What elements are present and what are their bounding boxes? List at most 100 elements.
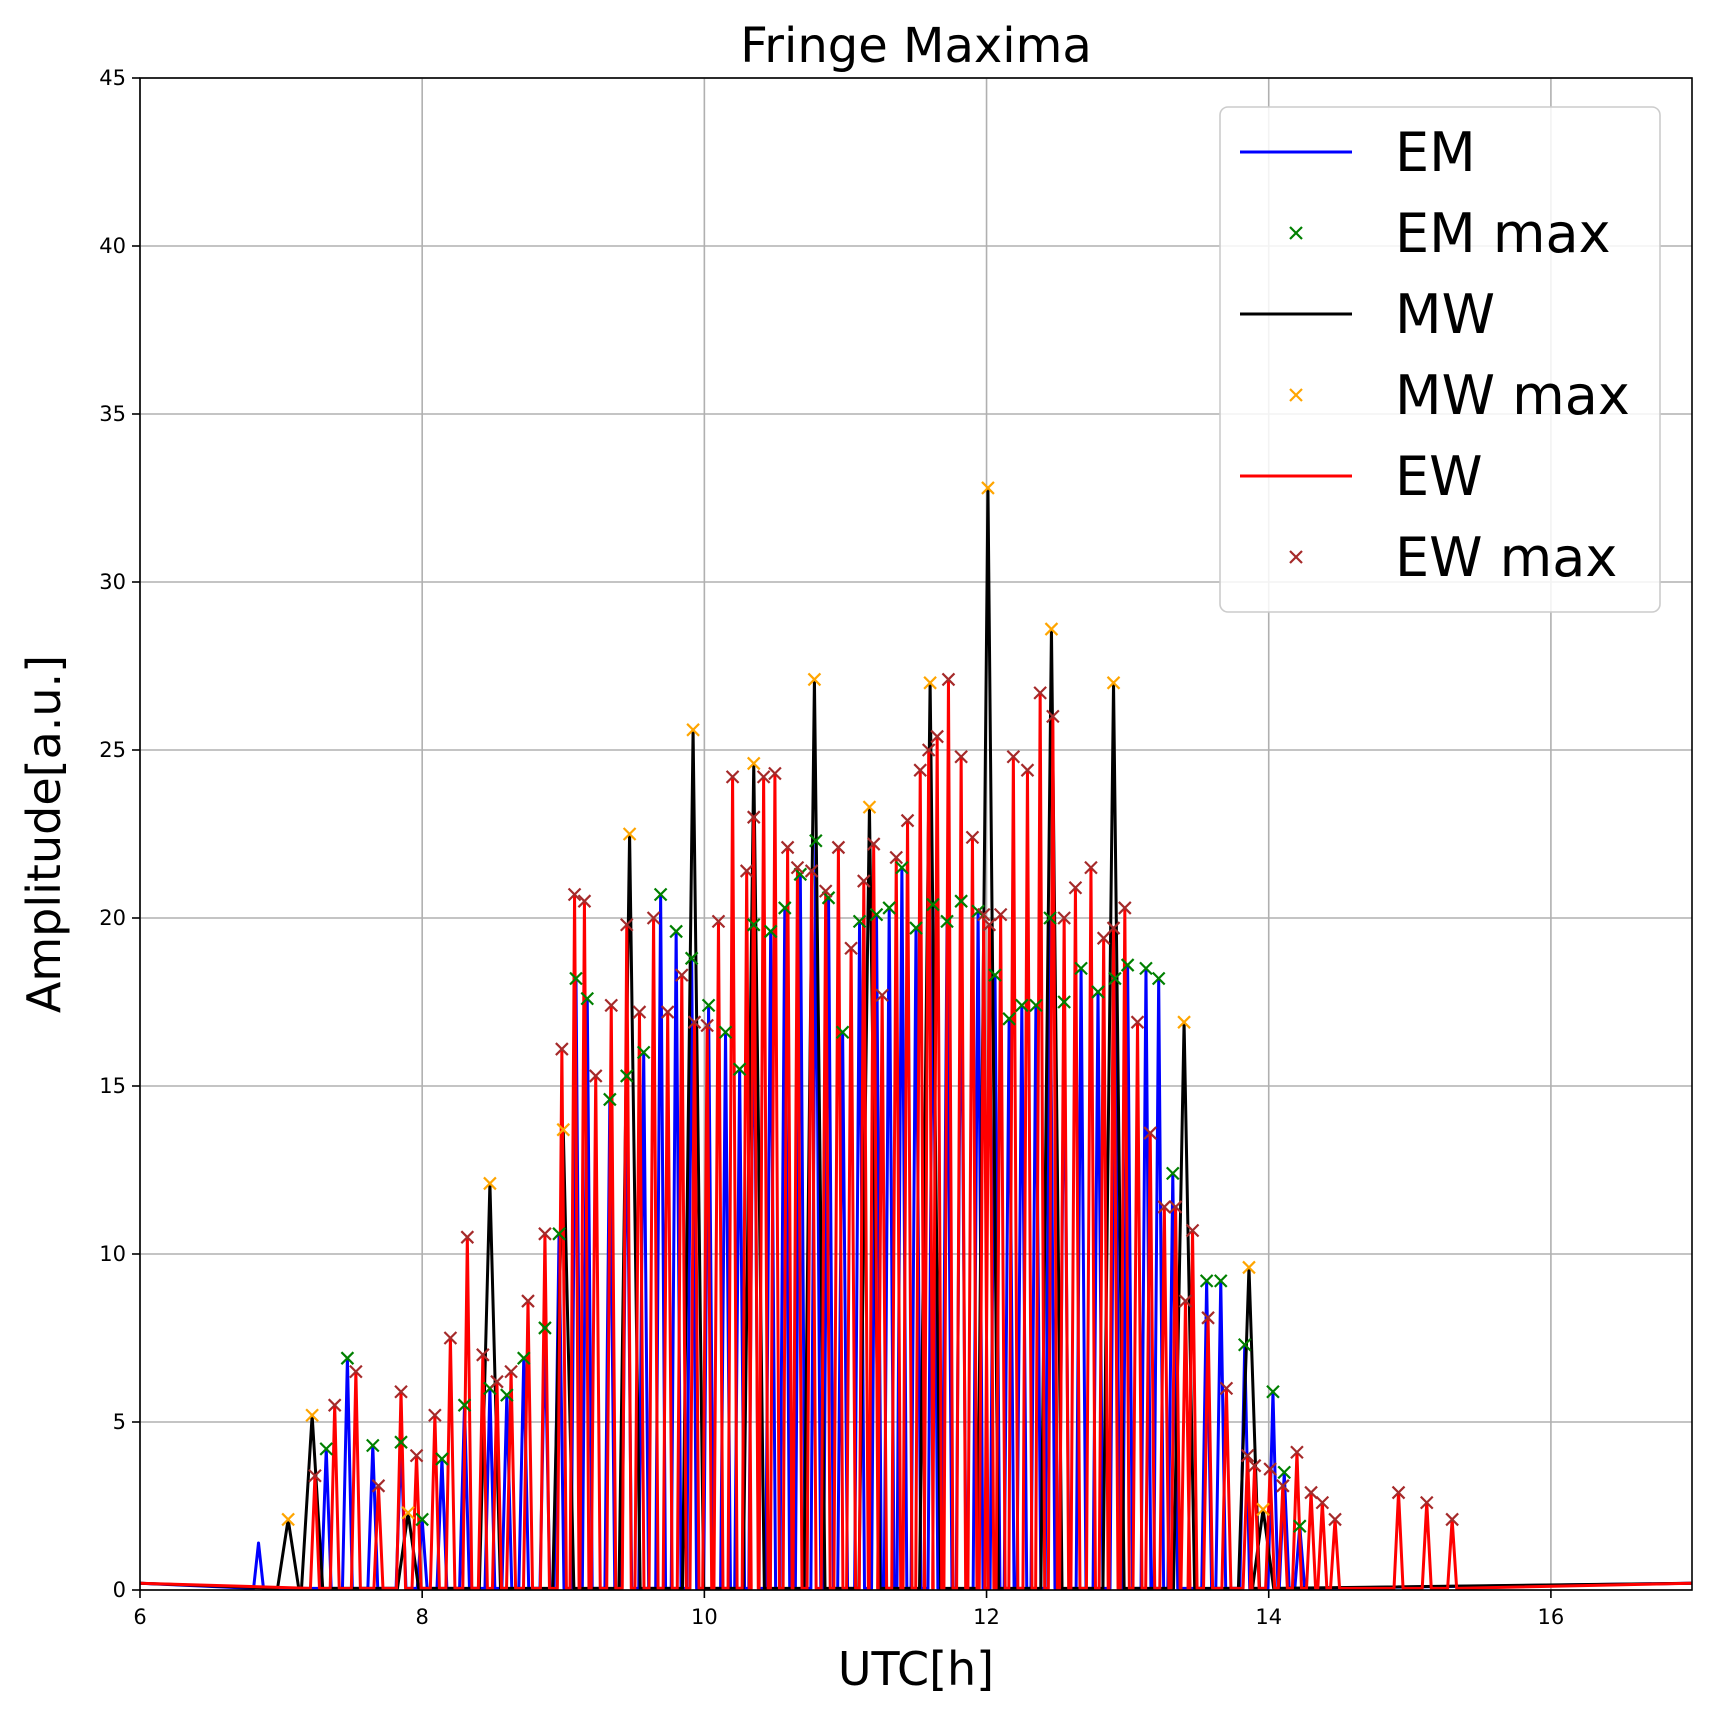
ew-max-marker [921,743,936,757]
em-max-marker [415,1512,429,1527]
y-tick-label: 0 [113,1578,126,1602]
em-max-marker [988,968,1002,982]
ew-max-marker [555,1042,569,1056]
x-axis-title: UTC[h] [838,1642,994,1696]
em-max-marker [1091,985,1105,999]
ew-max-marker [976,907,991,922]
ew-max-marker [1046,709,1060,724]
ew-max-marker [725,770,740,784]
mw-max-marker [622,827,637,841]
ew-max-marker [660,1005,675,1019]
mw-max-marker [401,1505,415,1520]
ew-max-marker [428,1408,442,1423]
legend-entry: MW max [1289,364,1630,427]
em-max-marker [763,924,778,939]
legend-label: EM [1395,121,1476,184]
ew-max-marker [521,1294,535,1308]
ew-max-marker [1068,880,1083,895]
legend-entry: EM [1240,121,1476,184]
mw-max-marker [981,481,995,495]
ew-max-marker [1106,921,1121,935]
em-max-marker [1277,1465,1292,1480]
ew-max-marker [954,749,968,764]
ew-max-marker [1201,1311,1215,1325]
ew-max-marker [394,1384,408,1399]
mw-max-marker [556,1122,571,1137]
ew-max-marker [1020,763,1035,777]
em-max-marker [619,1069,634,1083]
ew-max-marker [619,917,634,932]
ew-max-marker [889,850,904,865]
em-max-marker [1213,1274,1228,1288]
mw-max-marker [1256,1502,1270,1517]
y-tick-label: 10 [99,1242,126,1266]
mw-max-marker [1106,676,1121,690]
em-max-marker [926,897,940,912]
ew-max-marker [844,941,858,956]
axes-frame [139,77,1693,1591]
em-max-marker [457,1398,472,1412]
ew-max-marker [588,1069,603,1083]
mw-max-marker [807,672,822,687]
mw-max-marker [483,1176,497,1191]
ew-max-marker [1391,1485,1406,1500]
em-max-marker [895,860,909,875]
ew-max-marker [349,1364,363,1379]
y-tick-label: 25 [99,738,126,762]
ew-max-marker [687,1015,702,1029]
ew-max-marker [1033,686,1047,700]
em-max-marker [1015,998,1029,1013]
ew-max-marker [409,1448,424,1463]
em-max-marker [701,998,716,1013]
em-max-marker [552,1227,566,1241]
ew-max-marker [327,1398,342,1412]
ew-max-marker [1276,1479,1290,1493]
ew-max-marker [604,998,619,1013]
em-max-marker [940,914,954,929]
ew-max-marker [965,830,980,845]
legend-entry: MW [1240,283,1495,346]
em-max-marker [835,1025,850,1040]
ew-max-marker [577,894,592,908]
ew-max-marker [1445,1512,1459,1527]
legend-marker-swatch [1289,226,1303,240]
ew-max-marker [1178,1294,1193,1308]
em-max-marker [746,917,761,932]
ew-max-marker [746,810,761,824]
ew-max-marker [768,766,782,781]
em-max-marker [809,833,823,848]
em-max-marker [669,924,683,939]
ew-max-marker [1315,1495,1330,1510]
x-tick-label: 6 [133,1605,146,1629]
x-tick-label: 8 [415,1605,428,1629]
em-max-marker [1151,971,1166,986]
ew-max-marker [818,884,833,898]
em-max-marker [1120,958,1135,972]
legend-label: MW max [1395,364,1630,427]
ew-max-marker [646,911,661,925]
y-tick-label: 45 [99,66,126,90]
x-tick-label: 10 [691,1605,718,1629]
ew-max-marker [1219,1381,1234,1396]
mw-max-marker [1242,1260,1256,1275]
em-max-marker [603,1092,617,1107]
ew-max-marker [1143,1126,1157,1140]
y-axis-title: Amplitude[a.u.] [17,655,71,1013]
ew-max-marker [739,864,754,878]
ew-max-marker [900,813,915,828]
ew-max-marker [857,874,871,888]
em-max-marker [319,1442,334,1456]
em-max-marker [1292,1519,1307,1533]
axis-ticks: 6 8 10 12 14 16 0 5 10 15 20 25 30 35 40 45 [99,66,1564,1629]
ew-max-marker [913,763,928,777]
ew-max-marker [504,1364,518,1379]
ew-max-marker [443,1331,458,1345]
em-max-marker [732,1062,747,1076]
ew-max-marker [567,887,582,902]
ew-max-marker [371,1479,386,1493]
em-max-marker [580,991,595,1006]
legend-marker-swatch [1289,388,1303,402]
mw-max-marker [923,676,937,690]
legend-label: EW max [1395,526,1617,589]
